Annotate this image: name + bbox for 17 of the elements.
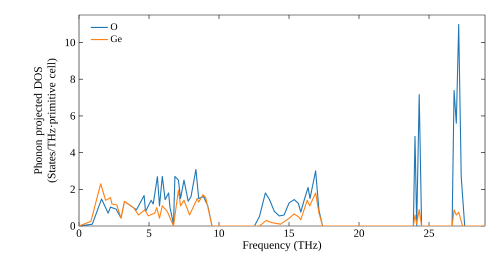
y-tick-label: 2 — [70, 186, 75, 193]
x-tick-label: 0 — [76, 230, 82, 237]
x-axis-title: Frequency (THz) — [242, 240, 322, 252]
x-tick-label: 5 — [146, 230, 152, 237]
y-tick-label: 0 — [70, 222, 76, 230]
legend-label: Ge — [110, 35, 122, 42]
x-tick-label: 10 — [214, 230, 224, 237]
y-tick-label: 10 — [65, 38, 76, 46]
y-axis-title: Phonon projected DOS (States/THz·primitive cell) — [34, 58, 58, 182]
legend-label: O — [110, 23, 118, 30]
y-tick-label: 4 — [70, 149, 76, 156]
x-tick-label: 15 — [284, 230, 294, 237]
x-tick-label: 25 — [424, 230, 434, 237]
y-tick-label: 6 — [70, 112, 76, 120]
line-series — [79, 183, 486, 226]
x-tick-label: 20 — [354, 230, 364, 237]
y-tick-label: 8 — [70, 76, 76, 83]
